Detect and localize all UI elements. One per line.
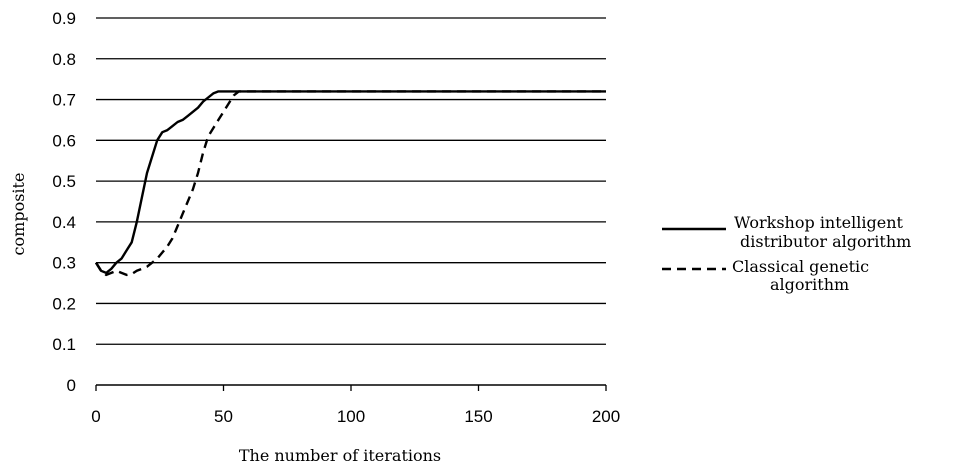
x-tick-labels: 0 50 100 150 200 [91, 385, 620, 426]
legend-label-line1: Workshop intelligent [734, 213, 904, 232]
legend-label-line2: algorithm [770, 275, 849, 294]
legend: Workshop intelligent distributor algorit… [662, 213, 911, 294]
legend-item-workshop: Workshop intelligent distributor algorit… [662, 213, 911, 251]
legend-item-classical: Classical genetic algorithm [662, 257, 869, 294]
series-line-workshop-intelligent-distributor [94, 90, 606, 275]
legend-label-line2: distributor algorithm [740, 232, 911, 251]
series-lines [94, 90, 606, 277]
x-tick-label: 150 [464, 407, 492, 426]
x-tick-label: 200 [592, 407, 620, 426]
y-tick-label: 0.5 [52, 172, 76, 191]
y-tick-label: 0.4 [52, 213, 76, 232]
y-tick-label: 0.3 [52, 254, 76, 273]
y-axis-title: composite [9, 173, 28, 256]
legend-label-line1: Classical genetic [732, 257, 869, 276]
x-tick-label: 50 [214, 407, 233, 426]
y-tick-labels: 0 0.1 0.2 0.3 0.4 0.5 0.6 0.7 0.8 0.9 [52, 9, 76, 395]
y-tick-label: 0.2 [52, 294, 76, 313]
y-tick-label: 0 [67, 376, 76, 395]
grid-lines [96, 17, 606, 386]
x-axis-title: The number of iterations [239, 446, 441, 465]
y-tick-label: 0.8 [52, 50, 76, 69]
x-tick-label: 0 [91, 407, 100, 426]
y-tick-label: 0.1 [52, 335, 76, 354]
y-tick-label: 0.9 [52, 9, 76, 28]
y-tick-label: 0.7 [52, 91, 76, 110]
x-tick-label: 100 [337, 407, 365, 426]
y-tick-label: 0.6 [52, 131, 76, 150]
series-line-classical-genetic [94, 90, 606, 277]
